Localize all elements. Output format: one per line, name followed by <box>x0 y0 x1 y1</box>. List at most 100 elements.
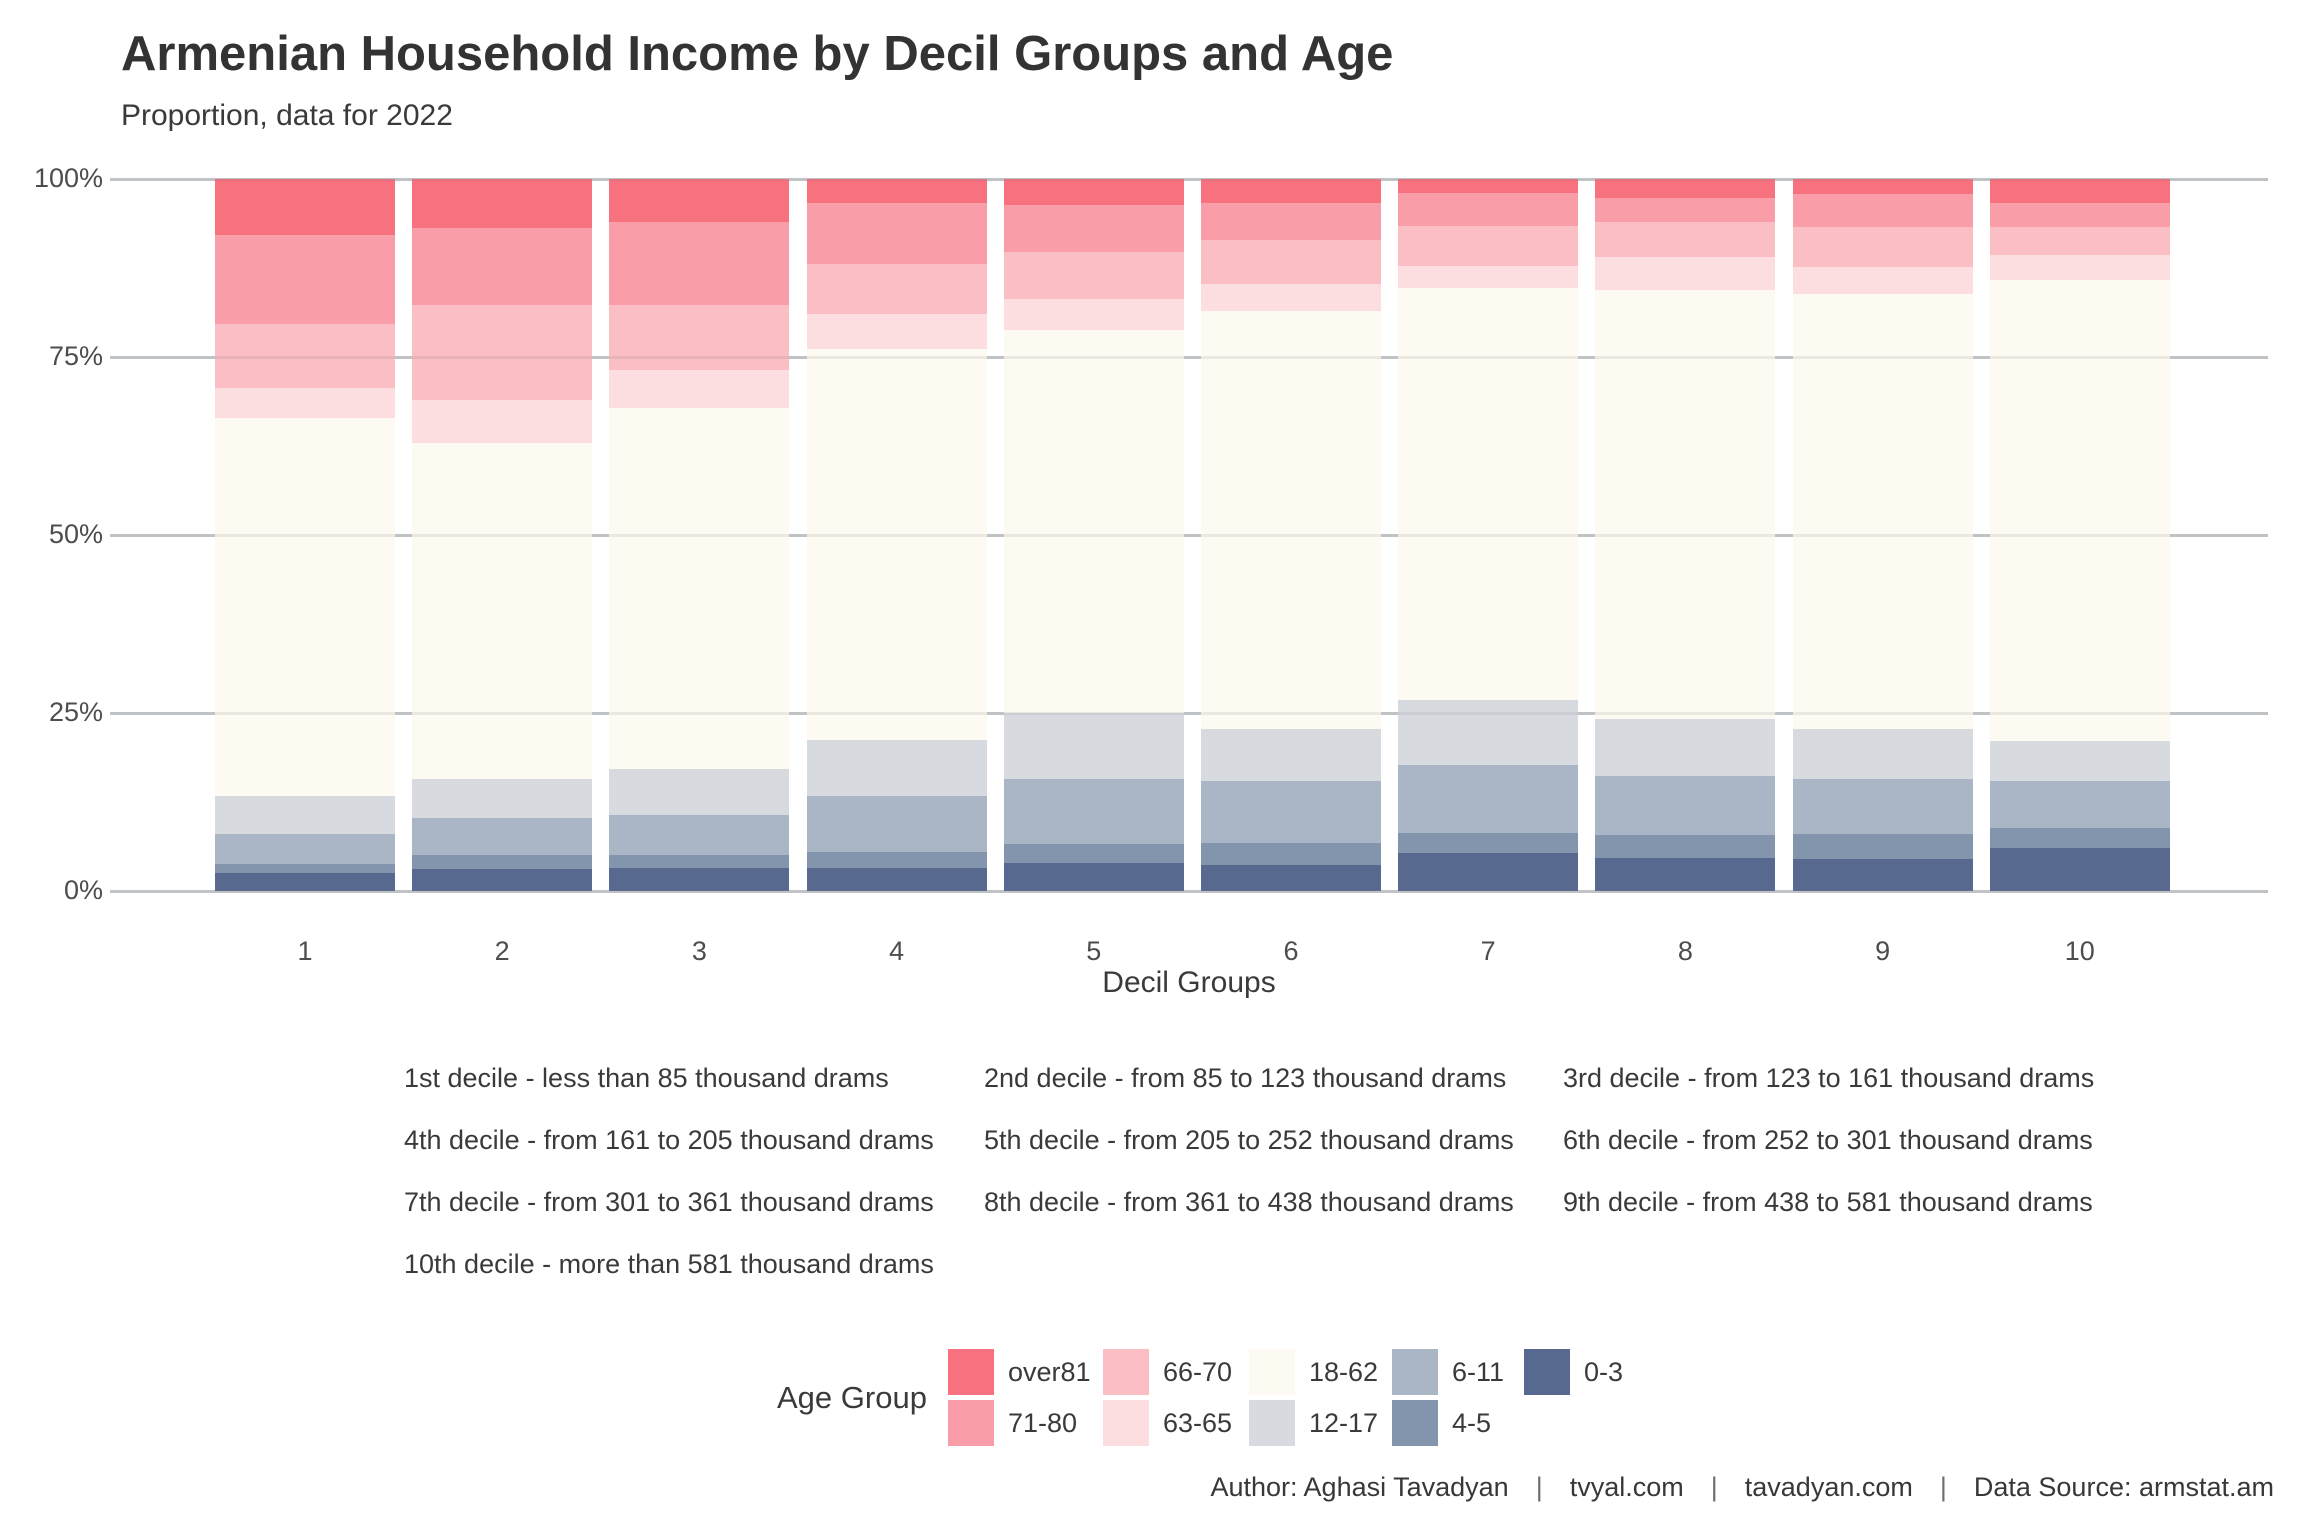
bar-segment-age-18-62 <box>1989 280 2170 741</box>
decile-note-5: 5th decile - from 205 to 252 thousand dr… <box>984 1125 1514 1155</box>
bar-segment-age-6-11 <box>1595 775 1776 836</box>
bar-segment-age-4-5 <box>1989 827 2170 849</box>
x-axis-tick-label: 2 <box>494 936 510 966</box>
legend-label-age-71-80: 71-80 <box>1008 1407 1078 1438</box>
bar-decile-10 <box>1989 179 2170 891</box>
bar-decile-8 <box>1595 179 1776 891</box>
decile-note-2: 2nd decile - from 85 to 123 thousand dra… <box>984 1063 1507 1093</box>
bar-segment-age-63-65 <box>609 369 790 409</box>
bar-segment-age-66-70 <box>1989 226 2170 256</box>
legend-item-age-4-5: 4-5 <box>1392 1400 1491 1446</box>
bar-segment-age-over81 <box>806 179 987 204</box>
legend-item-age-6-11: 6-11 <box>1392 1349 1504 1395</box>
bar-segment-age-12-17 <box>1201 729 1381 781</box>
bar-segment-age-71-80 <box>1003 205 1184 252</box>
bar-segment-age-63-65 <box>412 399 593 444</box>
bar-segment-age-12-17 <box>609 768 790 815</box>
x-axis-tick-label: 1 <box>297 936 313 966</box>
legend-item-age-18-62: 18-62 <box>1249 1349 1378 1395</box>
gridline-overlay-75pct <box>110 355 2268 359</box>
x-axis-tick-label: 10 <box>2064 936 2095 966</box>
bar-segment-age-0-3 <box>609 868 790 891</box>
bar-segment-age-71-80 <box>215 235 395 324</box>
bar-segment-age-6-11 <box>1792 778 1973 835</box>
bar-segment-age-66-70 <box>1595 221 1776 257</box>
bar-segment-age-4-5 <box>609 854 790 869</box>
decile-note-8: 8th decile - from 361 to 438 thousand dr… <box>984 1187 1514 1217</box>
bar-segment-age-0-3 <box>215 873 395 891</box>
decile-note-10: 10th decile - more than 581 thousand dra… <box>404 1249 934 1279</box>
bar-segment-age-0-3 <box>1003 863 1184 891</box>
bar-segment-age-63-65 <box>1201 283 1381 312</box>
bar-segment-age-0-3 <box>1989 848 2170 891</box>
bar-segment-age-over81 <box>1201 179 1381 203</box>
bar-segment-age-66-70 <box>1792 226 1973 267</box>
bar-segment-age-over81 <box>1595 179 1776 198</box>
bar-segment-age-4-5 <box>1792 834 1973 859</box>
bar-segment-age-12-17 <box>1595 718 1776 776</box>
legend-label-age-0-3: 0-3 <box>1584 1356 1624 1387</box>
bar-segment-age-0-3 <box>1792 858 1973 891</box>
bar-segment-age-18-62 <box>1398 287 1579 701</box>
bar-segment-age-66-70 <box>215 323 395 389</box>
bar-segment-age-71-80 <box>1989 203 2170 227</box>
bar-segment-age-71-80 <box>609 221 790 306</box>
footer-separator: | <box>1710 1472 1718 1502</box>
legend-label-age-over81: over81 <box>1008 1356 1091 1387</box>
bar-segment-age-6-11 <box>1201 780 1381 844</box>
bar-segment-age-4-5 <box>412 855 593 869</box>
footer-segment-3: tavadyan.com <box>1744 1472 1913 1502</box>
bar-decile-9 <box>1792 179 1973 891</box>
bar-segment-age-63-65 <box>1003 298 1184 330</box>
gridline-25pct <box>110 711 2268 715</box>
bar-segment-age-over81 <box>215 179 395 236</box>
legend-item-age-0-3: 0-3 <box>1524 1349 1623 1395</box>
chart-subtitle: Proportion, data for 2022 <box>121 99 453 132</box>
bar-decile-7 <box>1398 179 1579 891</box>
footer-separator: | <box>1535 1472 1543 1502</box>
bar-segment-age-12-17 <box>1003 713 1184 779</box>
legend-swatch-age-18-62 <box>1249 1349 1295 1395</box>
bar-decile-6 <box>1201 179 1381 891</box>
footer-segment-2: tvyal.com <box>1569 1472 1684 1502</box>
bar-segment-age-66-70 <box>1003 251 1184 299</box>
legend-label-age-4-5: 4-5 <box>1452 1407 1492 1438</box>
legend-title: Age Group <box>777 1380 927 1415</box>
legend-item-age-66-70: 66-70 <box>1103 1349 1232 1395</box>
bar-segment-age-71-80 <box>1595 197 1776 222</box>
bar-segment-age-71-80 <box>1398 193 1579 227</box>
bar-segment-age-4-5 <box>1201 843 1381 865</box>
decile-note-9: 9th decile - from 438 to 581 thousand dr… <box>1563 1187 2093 1217</box>
bar-segment-age-18-62 <box>1003 329 1184 714</box>
decile-note-1: 1st decile - less than 85 thousand drams <box>404 1063 889 1093</box>
bar-segment-age-63-65 <box>215 388 395 419</box>
bar-segment-age-18-62 <box>806 348 987 741</box>
bar-segment-age-6-11 <box>215 834 395 864</box>
bar-segment-age-6-11 <box>806 795 987 852</box>
x-axis-tick-label: 4 <box>889 936 905 966</box>
bar-segment-age-71-80 <box>1201 202 1381 241</box>
footer-credits: Author: Aghasi Tavadyan | tvyal.com | tavady… <box>1210 1472 2274 1503</box>
y-axis-tick-label: 75% <box>48 341 103 371</box>
bar-decile-2 <box>412 179 593 891</box>
legend-label-age-66-70: 66-70 <box>1163 1356 1233 1387</box>
bar-segment-age-12-17 <box>215 796 395 835</box>
legend-label-age-63-65: 63-65 <box>1163 1407 1233 1438</box>
bar-segment-age-12-17 <box>412 779 593 819</box>
bar-segment-age-66-70 <box>806 263 987 314</box>
x-axis-tick-label: 8 <box>1677 936 1693 966</box>
bar-segment-age-63-65 <box>1792 266 1973 294</box>
bar-segment-age-63-65 <box>1398 265 1579 288</box>
bar-segment-age-18-62 <box>609 408 790 769</box>
bar-segment-age-63-65 <box>1989 255 2170 281</box>
gridline-50pct <box>110 533 2268 537</box>
bar-segment-age-4-5 <box>215 863 395 874</box>
x-axis-tick-label: 5 <box>1086 936 1102 966</box>
y-axis-tick-label: 100% <box>33 163 103 193</box>
legend-item-age-12-17: 12-17 <box>1249 1400 1378 1446</box>
bar-decile-5 <box>1003 179 1184 891</box>
bar-segment-age-6-11 <box>1003 778 1184 845</box>
bar-segment-age-12-17 <box>1792 728 1973 779</box>
bar-segment-age-66-70 <box>609 305 790 370</box>
bar-segment-age-12-17 <box>1398 700 1579 765</box>
